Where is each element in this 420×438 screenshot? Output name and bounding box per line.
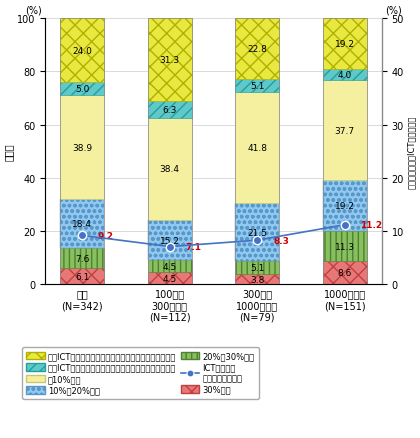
Bar	[60, 19, 104, 83]
Text: 8.6: 8.6	[338, 269, 352, 278]
Bar	[235, 93, 279, 204]
Text: 15.2: 15.2	[160, 236, 180, 245]
Bar	[148, 119, 192, 220]
Bar	[323, 19, 367, 70]
Bar	[60, 96, 104, 199]
Bar	[148, 261, 192, 273]
Bar	[60, 248, 104, 268]
Bar	[323, 232, 367, 262]
Bar	[60, 268, 104, 285]
Text: (%): (%)	[25, 5, 42, 15]
Text: 11.2: 11.2	[360, 221, 383, 230]
Text: 5.0: 5.0	[75, 85, 89, 94]
Text: 22.8: 22.8	[247, 45, 267, 54]
Text: 18.4: 18.4	[72, 219, 92, 228]
Bar	[323, 181, 367, 232]
Bar	[323, 262, 367, 285]
Text: 8.3: 8.3	[273, 236, 289, 245]
Bar	[323, 19, 367, 285]
Text: 3.8: 3.8	[250, 275, 265, 284]
Bar	[148, 102, 192, 119]
Y-axis label: 割合回: 割合回	[4, 143, 14, 161]
Bar	[148, 19, 192, 285]
Text: 7.1: 7.1	[186, 243, 202, 251]
Text: 19.2: 19.2	[335, 40, 355, 49]
Bar	[148, 19, 192, 102]
Bar	[60, 19, 104, 285]
Bar	[148, 273, 192, 285]
Text: 19.2: 19.2	[335, 202, 355, 211]
Text: 4.0: 4.0	[338, 71, 352, 80]
Text: 21.5: 21.5	[247, 228, 267, 237]
Text: 9.2: 9.2	[98, 231, 114, 240]
Text: 38.9: 38.9	[72, 143, 92, 152]
Text: 4.5: 4.5	[163, 262, 177, 271]
Bar	[235, 19, 279, 79]
Y-axis label: 回答者平均値（ICT投資比率）: 回答者平均値（ICT投資比率）	[407, 115, 416, 188]
Text: 37.7: 37.7	[335, 126, 355, 135]
Text: 5.1: 5.1	[250, 263, 265, 272]
Bar	[60, 83, 104, 96]
Bar	[235, 275, 279, 285]
Text: 31.3: 31.3	[160, 56, 180, 65]
Text: 4.5: 4.5	[163, 274, 177, 283]
Bar	[235, 19, 279, 285]
Bar	[323, 81, 367, 181]
Bar	[60, 199, 104, 248]
Text: 6.1: 6.1	[75, 272, 89, 281]
Bar	[235, 204, 279, 261]
Text: 7.6: 7.6	[75, 254, 89, 263]
Bar	[323, 70, 367, 81]
Legend: 現在ICTに投賄しておらず、今後も投賄する計画はない, 現在ICTに投賄していないが、今後投賄する計画がある, ～10%未満, 10%～20%未満, 20%～3: 現在ICTに投賄しておらず、今後も投賄する計画はない, 現在ICTに投賄していな…	[22, 347, 259, 399]
Text: 38.4: 38.4	[160, 165, 180, 174]
Bar	[235, 79, 279, 93]
Text: 5.1: 5.1	[250, 82, 265, 91]
Text: 6.3: 6.3	[163, 106, 177, 115]
Text: 11.3: 11.3	[335, 242, 355, 251]
Bar	[235, 261, 279, 275]
Text: 41.8: 41.8	[247, 144, 267, 153]
Bar	[148, 220, 192, 261]
Text: (%): (%)	[385, 5, 402, 15]
Text: 24.0: 24.0	[72, 46, 92, 56]
